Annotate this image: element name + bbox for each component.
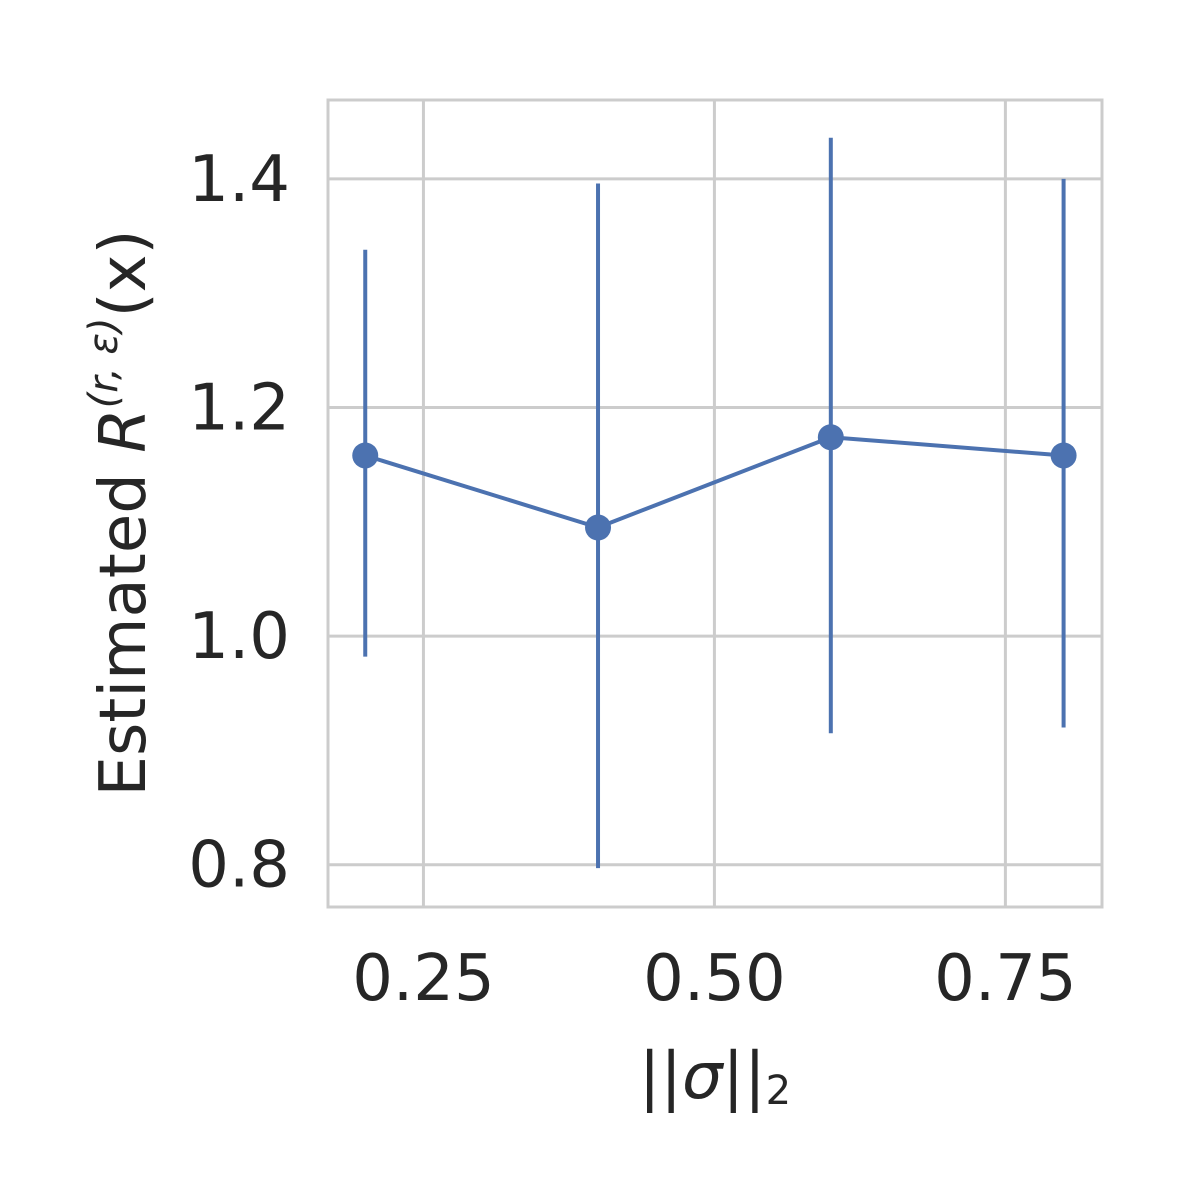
- series-lines: [364, 435, 1064, 530]
- x-tick-label: 0.50: [643, 942, 786, 1016]
- y-tick-label: 0.8: [188, 829, 290, 903]
- plot-frame: [326, 98, 1104, 909]
- data-point: [352, 442, 379, 469]
- x-label-prefix: ||: [639, 1040, 682, 1114]
- series-markers: [352, 424, 1077, 541]
- data-point: [1050, 442, 1077, 469]
- x-tick-label: 0.75: [934, 942, 1077, 1016]
- data-point: [817, 424, 844, 451]
- y-tick-label: 1.0: [188, 600, 290, 674]
- x-label-symbol: σ: [682, 1040, 725, 1114]
- x-axis-label: ||σ||2: [639, 1040, 791, 1114]
- y-tick-labels: 0.8 1.0 1.2 1.4: [188, 143, 290, 903]
- y-axis-label: Estimated R(r, ε)(x): [81, 230, 161, 797]
- grid-lines: [328, 100, 1102, 907]
- y-tick-label: 1.4: [188, 143, 290, 217]
- y-label-superscript: (r, ε): [81, 317, 127, 408]
- series-line: [364, 435, 1064, 530]
- y-label-prefix: Estimated: [87, 453, 161, 797]
- y-label-suffix: (x): [87, 230, 161, 318]
- x-tick-label: 0.25: [352, 942, 495, 1016]
- x-tick-labels: 0.25 0.50 0.75: [352, 942, 1076, 1016]
- x-label-suffix: ||: [723, 1040, 766, 1114]
- y-label-symbol: R: [87, 408, 161, 452]
- x-label-subscript: 2: [766, 1068, 791, 1114]
- data-point: [585, 514, 612, 541]
- y-tick-label: 1.2: [188, 371, 290, 445]
